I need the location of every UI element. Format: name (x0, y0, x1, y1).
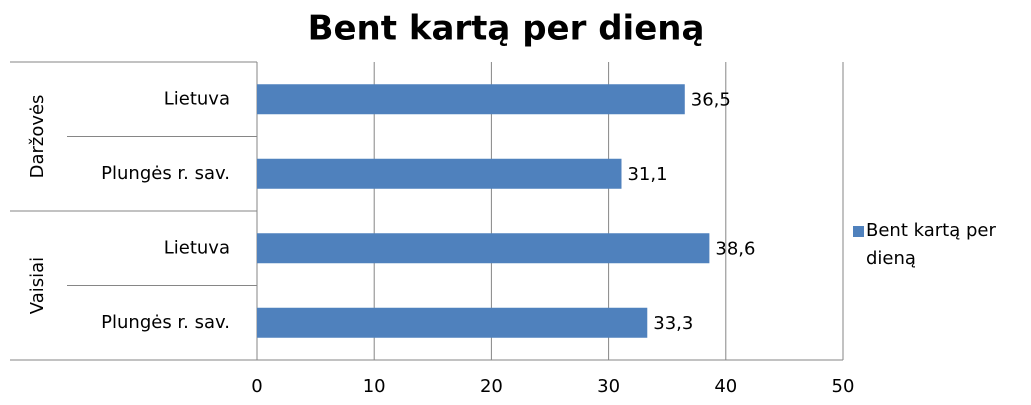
chart-title: Bent kartą per dieną (308, 9, 705, 49)
x-tick-label: 0 (251, 376, 262, 397)
legend-text: Bent kartą per dieną (866, 220, 996, 269)
bar (257, 233, 710, 264)
group-label: Vaisiai (27, 257, 48, 314)
data-label: 33,3 (653, 313, 693, 334)
bar (257, 307, 648, 338)
legend-entry: Bent kartą per dieną (866, 220, 996, 269)
y-tick-label: Plungės r. sav. (101, 163, 230, 184)
data-label: 38,6 (715, 238, 755, 259)
bar (257, 158, 622, 189)
x-tick-label: 50 (832, 376, 855, 397)
x-tick-label: 40 (714, 376, 737, 397)
legend-swatch (853, 226, 864, 237)
x-tick-label: 10 (363, 376, 386, 397)
x-tick-label: 30 (597, 376, 620, 397)
data-label: 36,5 (691, 89, 731, 110)
x-tick-label: 20 (480, 376, 503, 397)
bar (257, 84, 685, 115)
y-tick-label: Plungės r. sav. (101, 312, 230, 333)
data-label: 31,1 (627, 164, 667, 185)
y-tick-label: Lietuva (164, 88, 230, 109)
group-label: Daržovės (27, 95, 48, 179)
y-tick-label: Lietuva (164, 237, 230, 258)
